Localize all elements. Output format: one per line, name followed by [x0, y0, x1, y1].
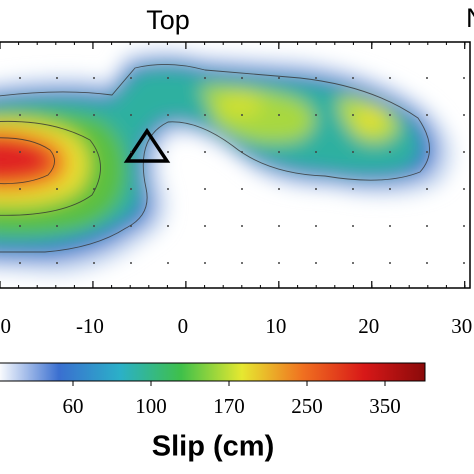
grid-dot: [241, 225, 243, 227]
grid-dot: [56, 225, 58, 227]
grid-dot: [19, 151, 21, 153]
hypocenter: [123, 127, 171, 163]
grid-dot: [278, 262, 280, 264]
grid-dot: [426, 188, 428, 190]
grid-dot: [241, 77, 243, 79]
grid-dot: [352, 151, 354, 153]
grid-dot: [56, 262, 58, 264]
x-tick-label: 10: [265, 314, 286, 338]
grid-dot: [93, 114, 95, 116]
grid-dot: [93, 77, 95, 79]
x-tick-label: 30: [451, 314, 472, 338]
colorbar-tick-label: 250: [291, 394, 323, 418]
grid-dot: [426, 225, 428, 227]
grid-dot: [130, 114, 132, 116]
grid-dot: [352, 225, 354, 227]
grid-dot: [278, 114, 280, 116]
grid-dot: [19, 262, 21, 264]
grid-dot: [241, 262, 243, 264]
top-label: Top: [146, 5, 190, 35]
grid-dot: [204, 114, 206, 116]
grid-dot: [352, 114, 354, 116]
grid-dot: [93, 225, 95, 227]
grid-dot: [389, 114, 391, 116]
grid-dot: [167, 151, 169, 153]
grid-dot: [463, 77, 465, 79]
grid-dot: [426, 114, 428, 116]
grid-dot: [204, 151, 206, 153]
x-tick-label: 20: [358, 314, 379, 338]
grid-dot: [130, 151, 132, 153]
grid-dot: [389, 151, 391, 153]
grid-dot: [130, 77, 132, 79]
grid-dot: [278, 225, 280, 227]
grid-dot: [389, 188, 391, 190]
grid-dot: [204, 188, 206, 190]
grid-dot: [241, 114, 243, 116]
grid-dot: [315, 262, 317, 264]
grid-dot: [93, 151, 95, 153]
grid-dot: [315, 114, 317, 116]
grid-dot: [463, 114, 465, 116]
slip-field: [0, 50, 453, 275]
grid-dot: [56, 151, 58, 153]
grid-dot: [204, 262, 206, 264]
grid-dot: [463, 262, 465, 264]
grid-dot: [56, 114, 58, 116]
colorbar-title: Slip (cm): [152, 431, 274, 463]
grid-dot: [167, 77, 169, 79]
grid-dot: [426, 262, 428, 264]
grid-dot: [315, 151, 317, 153]
x-tick-label: -20: [0, 314, 11, 338]
grid-dot: [315, 77, 317, 79]
plot-frame: [0, 41, 471, 289]
corner-label: N: [466, 3, 474, 33]
grid-dot: [204, 77, 206, 79]
grid-dot: [19, 188, 21, 190]
grid-dot: [315, 188, 317, 190]
grid-dot: [93, 188, 95, 190]
grid-dot: [352, 262, 354, 264]
grid-dot: [130, 225, 132, 227]
grid-dot: [130, 262, 132, 264]
grid-dot: [19, 77, 21, 79]
colorbar: [0, 362, 426, 382]
grid-dot: [352, 77, 354, 79]
grid-dot: [315, 225, 317, 227]
grid-dot: [130, 188, 132, 190]
grid-dot: [167, 225, 169, 227]
grid-dot: [389, 225, 391, 227]
grid-dot: [56, 77, 58, 79]
grid-dot: [389, 262, 391, 264]
grid-dot: [93, 262, 95, 264]
colorbar-tick-label: 100: [135, 394, 167, 418]
grid-dot: [167, 188, 169, 190]
grid-dot: [167, 262, 169, 264]
x-tick-label: 0: [178, 314, 189, 338]
grid-dot: [426, 77, 428, 79]
grid-dot: [19, 225, 21, 227]
grid-dot: [19, 114, 21, 116]
grid-dot: [278, 151, 280, 153]
grid-dot: [463, 225, 465, 227]
colorbar-tick-label: 60: [63, 394, 84, 418]
grid-dot: [352, 188, 354, 190]
x-tick-label: -10: [76, 314, 104, 338]
colorbar-tick-label: 350: [369, 394, 401, 418]
grid-dot: [204, 225, 206, 227]
grid-dot: [56, 188, 58, 190]
grid-dot: [426, 151, 428, 153]
grid-dot: [167, 114, 169, 116]
colorbar-tick-label: 170: [213, 394, 245, 418]
grid-dot: [278, 77, 280, 79]
grid-dot: [463, 188, 465, 190]
grid-dot: [241, 188, 243, 190]
grid-dot: [241, 151, 243, 153]
grid-dot: [278, 188, 280, 190]
grid-dot: [389, 77, 391, 79]
grid-dot: [463, 151, 465, 153]
